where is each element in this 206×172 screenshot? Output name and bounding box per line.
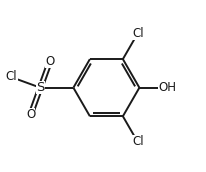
Text: O: O — [26, 108, 35, 121]
Text: S: S — [36, 81, 44, 94]
Text: Cl: Cl — [132, 136, 144, 148]
Text: Cl: Cl — [132, 27, 144, 40]
Text: OH: OH — [158, 81, 176, 94]
Text: O: O — [45, 55, 55, 68]
Text: Cl: Cl — [5, 71, 17, 83]
